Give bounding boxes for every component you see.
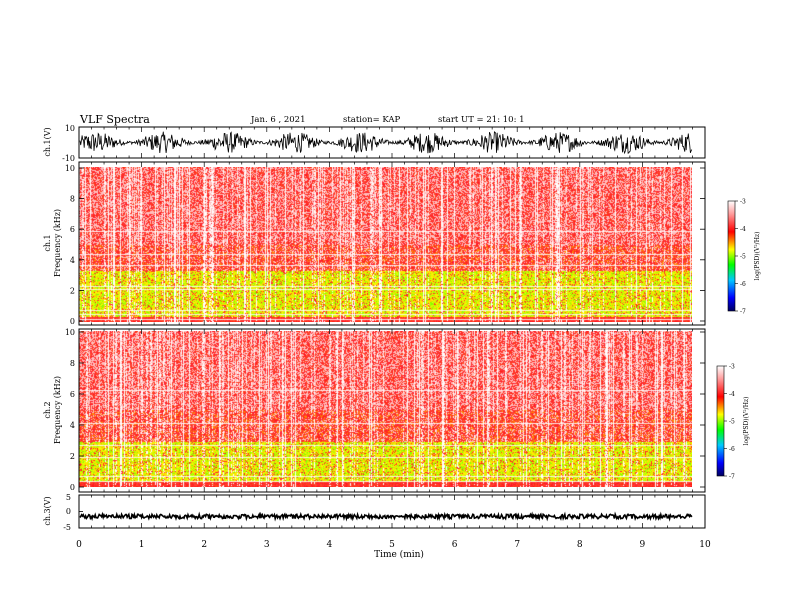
- ch2-colorbar-label: log(PSD)(V²/Hz): [743, 397, 750, 446]
- ch1-spec-ytick-label: 6: [70, 225, 75, 234]
- ch2-spec-ytick-label: 4: [70, 421, 75, 430]
- ch1-spectrogram-image: [79, 167, 692, 322]
- x-tick-label: 6: [452, 540, 458, 550]
- ch1-spec-ytick-label: 4: [70, 256, 75, 265]
- ch2-spec-ytick-label: 2: [70, 452, 75, 461]
- figure-title: VLF Spectra: [79, 113, 150, 126]
- start-time-label: start UT = 21: 10: 1: [438, 115, 525, 125]
- ch1-waveform-line: [79, 126, 693, 159]
- ch1-colorbar-label: log(PSD)(V²/Hz): [754, 232, 761, 281]
- ch3-ytick-neg5: -5: [63, 523, 71, 532]
- ch1-trace: [79, 131, 693, 155]
- ch2-colorbar-tick-label: -6: [729, 446, 735, 453]
- ch2-colorbar-tick-label: -7: [729, 474, 735, 481]
- ch1-spec-ytick-label: 8: [70, 195, 75, 204]
- ch1-waveform-panel: 10 -10 ch.1(V): [43, 124, 706, 163]
- ch1-colorbar-tick-label: -4: [740, 226, 746, 233]
- x-tick-label: 7: [514, 540, 520, 550]
- ch3-waveform-line: [79, 494, 693, 529]
- ch1-ytick-top: 10: [65, 124, 75, 133]
- x-tick-label: 10: [699, 540, 711, 550]
- ch3-ytick-0: 0: [66, 507, 71, 516]
- ch2-colorbar-tick-label: -3: [729, 364, 735, 371]
- ch2-spec-ylabel-line1: ch.2: [43, 401, 52, 418]
- ch1-spec-ylabel-line2: Frequency (kHz): [53, 209, 62, 277]
- ch2-spectrogram-image: [79, 331, 692, 487]
- ch1-colorbar-tick-label: -7: [740, 309, 746, 316]
- ch2-spec-ylabel-line2: Frequency (kHz): [53, 376, 62, 444]
- ch2-spec-ytick-label: 0: [70, 483, 75, 492]
- x-tick-label: 0: [76, 540, 82, 550]
- ch1-ytick-bottom: -10: [62, 154, 75, 163]
- ch1-spec-ytick-label: 0: [70, 317, 75, 326]
- ch1-colorbar: -3 -4 -5 -6 -7 log(PSD)(V²/Hz): [727, 199, 761, 316]
- x-tick-label: 1: [139, 540, 145, 550]
- ch1-spec-ytick-label: 10: [65, 164, 75, 173]
- x-tick-label: 8: [577, 540, 583, 550]
- ch1-spectrogram-panel: 0 2 4 6 8 10 ch.1 Frequency (kHz): [43, 161, 706, 326]
- ch2-colorbar-tick-label: -5: [729, 419, 735, 426]
- ch3-waveform-panel: 5 0 -5 ch.3(V) 0 1 2 3 4 5 6 7 8 9 10 Time (min): [43, 127, 711, 560]
- date-label: Jan. 6 , 2021: [250, 115, 306, 125]
- ch2-spec-ytick-label: 8: [70, 359, 75, 368]
- ch3-ytick-5: 5: [66, 493, 71, 502]
- x-tick-label: 2: [201, 540, 207, 550]
- ch1-colorbar-tick-label: -3: [740, 199, 746, 206]
- ch1-colorbar-gradient: [727, 200, 736, 312]
- ch2-spec-ytick-label: 6: [70, 390, 75, 399]
- x-tick-label: 3: [264, 540, 270, 550]
- ch2-spectrogram-panel: 0 2 4 6 8 10 ch.2 Frequency (kHz): [43, 328, 706, 493]
- ch1-colorbar-tick-label: -5: [740, 254, 746, 261]
- ch3-ylabel: ch.3(V): [43, 496, 52, 525]
- ch2-colorbar-gradient: [716, 365, 725, 477]
- ch2-spec-ytick-label: 10: [65, 328, 75, 337]
- ch2-colorbar-tick-label: -4: [729, 391, 735, 398]
- x-axis-label: Time (min): [374, 549, 424, 560]
- x-tick-label: 9: [640, 540, 646, 550]
- ch3-trace: [79, 511, 693, 522]
- ch1-spec-ylabel-line1: ch.1: [43, 234, 52, 251]
- ch2-colorbar: -3 -4 -5 -6 -7 log(PSD)(V²/Hz): [716, 364, 750, 481]
- x-tick-label: 4: [327, 540, 333, 550]
- x-tick-label: 5: [389, 540, 395, 550]
- station-label: station= KAP: [343, 115, 401, 125]
- ch1-colorbar-tick-label: -6: [740, 281, 746, 288]
- ch1-ylabel: ch.1(V): [43, 127, 52, 156]
- ch1-spec-ytick-label: 2: [70, 286, 75, 295]
